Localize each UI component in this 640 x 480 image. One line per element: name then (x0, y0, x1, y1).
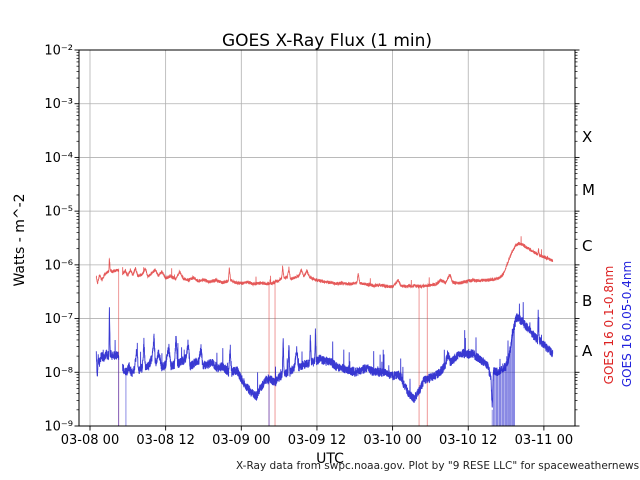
x-tick-label: 03-09 12 (288, 433, 346, 448)
x-tick-label: 03-08 00 (61, 433, 119, 448)
y-tick-label: 10⁻⁷ (44, 312, 73, 327)
x-tick-label: 03-08 12 (136, 433, 194, 448)
flare-class-label-m: M (582, 181, 595, 199)
y-tick-label: 10⁻⁹ (44, 420, 73, 435)
flare-class-label-x: X (582, 128, 593, 146)
x-tick-label: 03-09 00 (212, 433, 270, 448)
series-label-short-wavelength: GOES 16 0.05-0.4nm (620, 260, 634, 388)
x-tick-label: 03-11 00 (515, 433, 573, 448)
flare-class-label-c: C (582, 237, 593, 255)
series-line-long-wavelength (95, 236, 554, 290)
y-tick-label: 10⁻⁴ (44, 151, 73, 166)
y-tick-label: 10⁻² (44, 44, 73, 59)
plot-border (78, 49, 576, 427)
x-tick-label: 03-10 12 (439, 433, 497, 448)
credit-caption: X-Ray data from swpc.noaa.gov. Plot by "… (236, 460, 640, 472)
series-line-short-wavelength (95, 302, 554, 408)
y-tick-label: 10⁻⁵ (44, 205, 73, 220)
y-tick-label: 10⁻⁶ (44, 258, 73, 273)
series-label-long-wavelength: GOES 16 0.1-0.8nm (602, 265, 616, 385)
y-axis-label: Watts - m^-2 (12, 193, 28, 287)
flare-class-label-b: B (582, 292, 593, 310)
chart-title: GOES X-Ray Flux (1 min) (221, 31, 433, 51)
flare-class-label-a: A (582, 342, 593, 360)
x-axis-label: UTC (316, 451, 344, 467)
y-tick-label: 10⁻³ (44, 97, 73, 112)
x-tick-label: 03-10 00 (363, 433, 421, 448)
y-tick-label: 10⁻⁸ (44, 366, 73, 381)
